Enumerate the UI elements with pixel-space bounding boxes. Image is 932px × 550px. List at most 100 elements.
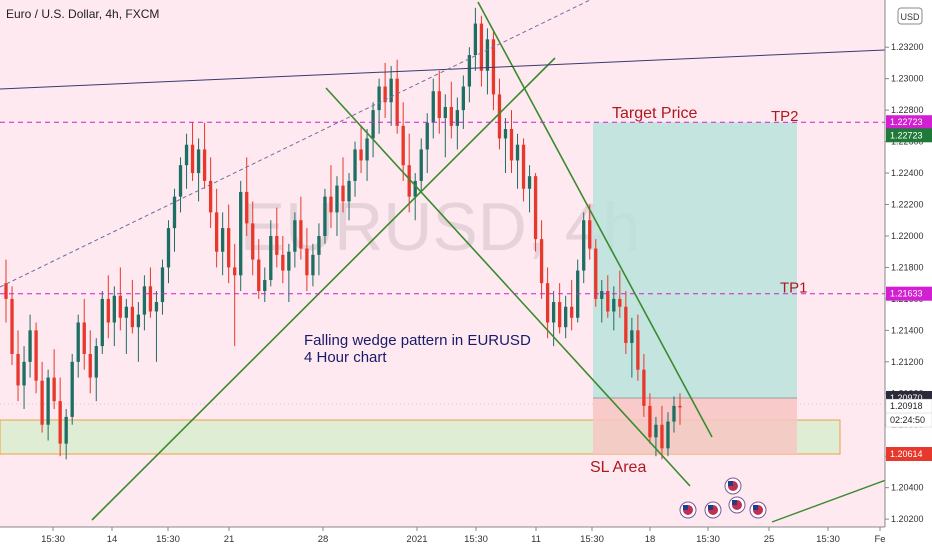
event-marker-icon[interactable]	[724, 477, 742, 495]
candle[interactable]	[106, 275, 110, 339]
candle[interactable]	[118, 267, 122, 331]
candle[interactable]	[479, 15, 484, 87]
candle[interactable]	[642, 353, 646, 417]
candle[interactable]	[227, 204, 231, 284]
candle[interactable]	[419, 138, 423, 192]
candle[interactable]	[425, 113, 429, 174]
candle[interactable]	[58, 377, 62, 457]
candle[interactable]	[594, 239, 598, 307]
candle[interactable]	[443, 94, 447, 158]
event-marker-icon[interactable]	[749, 501, 767, 519]
candle[interactable]	[341, 157, 345, 213]
candles[interactable]	[4, 7, 682, 460]
candle[interactable]	[431, 78, 435, 139]
candle[interactable]	[335, 176, 339, 236]
candle[interactable]	[353, 141, 357, 197]
candle[interactable]	[220, 212, 225, 276]
candle[interactable]	[10, 286, 14, 365]
candle[interactable]	[521, 138, 526, 202]
price-tag[interactable]: 02:24:50	[885, 412, 932, 428]
rising-support-line[interactable]	[91, 57, 556, 521]
candle[interactable]	[630, 317, 634, 378]
candle[interactable]	[311, 243, 315, 287]
candle[interactable]	[636, 314, 640, 381]
candle[interactable]	[588, 204, 592, 260]
candle[interactable]	[178, 157, 183, 213]
candle[interactable]	[347, 173, 351, 221]
candle[interactable]	[100, 291, 104, 354]
candle[interactable]	[46, 369, 50, 441]
candle[interactable]	[371, 102, 375, 158]
candle[interactable]	[449, 81, 453, 139]
price-tag[interactable]: 1.22723	[886, 115, 932, 130]
candle[interactable]	[40, 361, 44, 433]
candle[interactable]	[678, 393, 682, 425]
candle[interactable]	[281, 235, 285, 284]
candle[interactable]	[389, 66, 393, 126]
price-tag[interactable]: 1.21633	[886, 286, 932, 301]
candle[interactable]	[672, 396, 676, 433]
event-marker-icon[interactable]	[728, 496, 746, 514]
candle[interactable]	[160, 259, 165, 315]
candle[interactable]	[112, 286, 116, 347]
candle[interactable]	[473, 7, 478, 71]
candle[interactable]	[624, 291, 628, 354]
candle[interactable]	[570, 280, 574, 331]
candle[interactable]	[455, 97, 459, 150]
candle[interactable]	[485, 28, 490, 95]
candle[interactable]	[377, 78, 381, 134]
candle[interactable]	[600, 280, 604, 323]
candle[interactable]	[545, 267, 550, 339]
currency-badge[interactable]: USD	[897, 7, 923, 25]
candle[interactable]	[365, 128, 369, 181]
candle[interactable]	[28, 314, 32, 378]
candle[interactable]	[136, 302, 141, 362]
candle[interactable]	[214, 188, 219, 268]
candle[interactable]	[124, 298, 129, 354]
falling-resistance-line[interactable]	[477, 1, 713, 438]
candle[interactable]	[275, 207, 279, 268]
price-tag[interactable]: 1.20918	[885, 398, 932, 414]
candle[interactable]	[269, 220, 273, 287]
candle[interactable]	[4, 259, 8, 323]
candle[interactable]	[293, 212, 297, 268]
candle[interactable]	[239, 180, 243, 292]
candle[interactable]	[618, 270, 622, 318]
candle[interactable]	[202, 122, 207, 189]
candle[interactable]	[251, 201, 255, 276]
candle[interactable]	[557, 283, 562, 334]
candle[interactable]	[527, 165, 532, 213]
candle[interactable]	[461, 75, 466, 129]
trend-lines[interactable]	[0, 0, 932, 523]
candle[interactable]	[190, 122, 195, 181]
loss-zone[interactable]	[593, 398, 797, 455]
falling-support-line[interactable]	[325, 87, 691, 487]
candle[interactable]	[154, 291, 159, 362]
event-marker-icon[interactable]	[679, 501, 697, 519]
candle[interactable]	[148, 267, 153, 318]
candle[interactable]	[82, 298, 86, 370]
candle[interactable]	[172, 188, 177, 252]
candle[interactable]	[130, 280, 135, 334]
candle[interactable]	[76, 314, 80, 378]
candle[interactable]	[233, 243, 237, 347]
candle[interactable]	[564, 295, 568, 339]
candle[interactable]	[666, 412, 670, 457]
candle[interactable]	[660, 405, 664, 460]
dashed-trend-line[interactable]	[0, 0, 591, 288]
candle[interactable]	[245, 157, 249, 236]
candle[interactable]	[582, 212, 586, 284]
candle[interactable]	[503, 117, 508, 174]
candle[interactable]	[467, 47, 472, 103]
candle[interactable]	[359, 125, 363, 174]
price-tag[interactable]: 1.20614	[886, 447, 932, 462]
candle[interactable]	[287, 243, 291, 303]
candle[interactable]	[539, 220, 544, 299]
candle[interactable]	[395, 59, 399, 134]
candle[interactable]	[407, 133, 411, 213]
candle[interactable]	[166, 220, 171, 284]
candle[interactable]	[257, 239, 261, 299]
candle[interactable]	[70, 353, 74, 425]
candle[interactable]	[208, 157, 213, 229]
candle[interactable]	[329, 165, 333, 229]
